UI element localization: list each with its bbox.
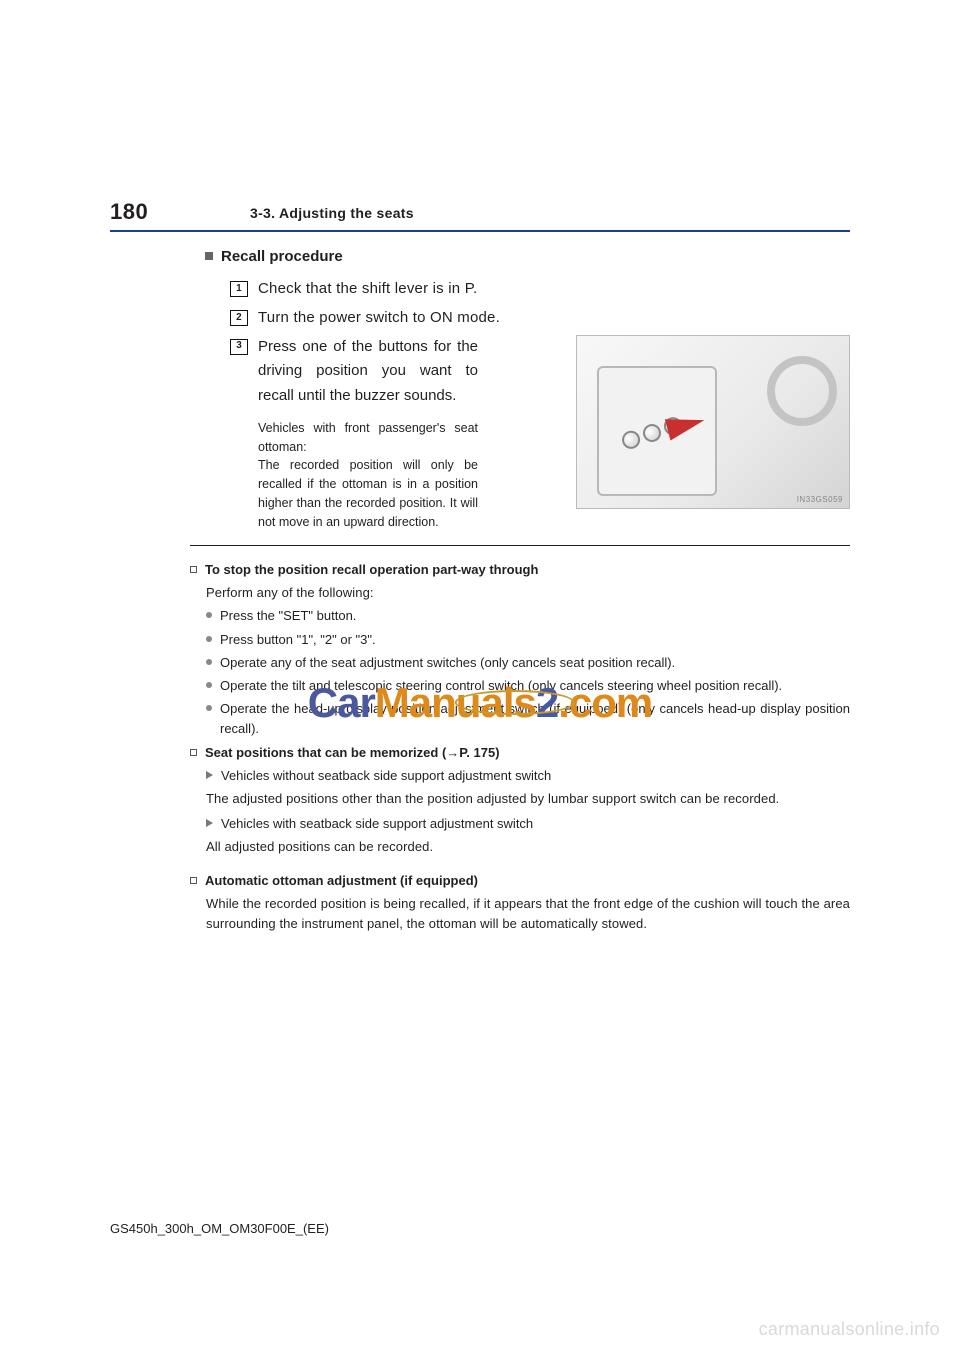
document-id: GS450h_300h_OM_OM30F00E_(EE) [110, 1221, 329, 1236]
section-title: 3-3. Adjusting the seats [250, 205, 850, 221]
without-side-support-text: The adjusted positions other than the po… [206, 789, 850, 809]
divider-rule [190, 545, 850, 546]
recall-procedure-heading: Recall procedure [205, 248, 850, 265]
step-number-box: 3 [230, 339, 248, 355]
square-outline-icon [190, 877, 197, 884]
perform-following: Perform any of the following: [206, 583, 850, 603]
bullet-dot-icon [206, 612, 212, 618]
auto-ottoman-text: While the recorded position is being rec… [206, 894, 850, 934]
illustration: IN33GS059 [576, 335, 850, 509]
memorized-positions-heading: Seat positions that can be memorized (→P… [190, 745, 850, 760]
page-content: Recall procedure 1Check that the shift l… [110, 248, 850, 934]
triangle-bullet-icon [206, 771, 213, 779]
manual-page: 180 3-3. Adjusting the seats Recall proc… [0, 0, 960, 1358]
illustration-id: IN33GS059 [797, 495, 843, 504]
header-rule [110, 230, 850, 232]
step-3-note: Vehicles with front passenger's seat ott… [258, 419, 478, 532]
bullet-dot-icon [206, 636, 212, 642]
vehicles-with-subhead: Vehicles with seatback side support adju… [206, 814, 850, 834]
bullet-dot-icon [206, 659, 212, 665]
square-bullet-icon [205, 252, 213, 260]
page-header: 180 3-3. Adjusting the seats [110, 205, 850, 221]
stop-methods-list: Press the "SET" button. Press button "1"… [206, 606, 850, 739]
site-watermark: carmanualsonline.info [759, 1319, 940, 1340]
bullet-dot-icon [206, 705, 212, 711]
step-2: 2Turn the power switch to ON mode. [230, 306, 850, 331]
vehicles-without-subhead: Vehicles without seatback side support a… [206, 766, 850, 786]
square-outline-icon [190, 749, 197, 756]
triangle-bullet-icon [206, 819, 213, 827]
step-number-box: 2 [230, 310, 248, 326]
with-side-support-text: All adjusted positions can be recorded. [206, 837, 850, 857]
step-number-box: 1 [230, 281, 248, 297]
stop-recall-heading: To stop the position recall operation pa… [190, 562, 850, 577]
auto-ottoman-heading: Automatic ottoman adjustment (if equippe… [190, 873, 850, 888]
square-outline-icon [190, 566, 197, 573]
bullet-dot-icon [206, 682, 212, 688]
page-number: 180 [110, 199, 148, 225]
arrow-right-icon: → [446, 745, 459, 760]
step-1: 1Check that the shift lever is in P. [230, 277, 850, 302]
